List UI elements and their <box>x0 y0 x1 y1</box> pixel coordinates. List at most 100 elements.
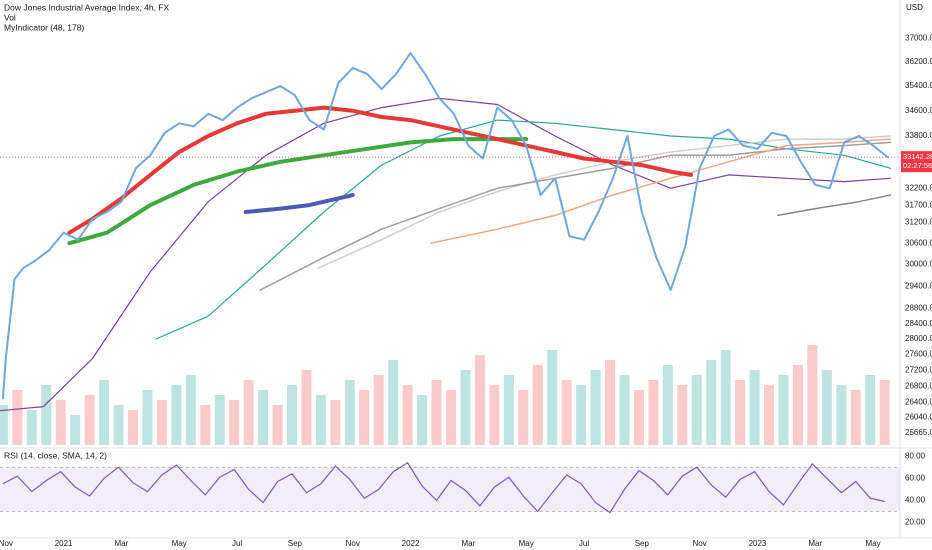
volume-bar <box>272 405 283 445</box>
volume-bar <box>243 380 254 445</box>
volume-bar <box>446 390 457 445</box>
volume-bar <box>84 395 95 445</box>
volume-bar <box>764 385 775 445</box>
price-line <box>1 52 889 400</box>
volume-bar <box>330 400 341 445</box>
x-tick-label: Mar <box>461 539 475 548</box>
last-price-box <box>901 151 932 173</box>
y-tick-label: 36200.00 <box>905 57 932 66</box>
volume-bar <box>301 370 312 445</box>
x-tick-label: 2023 <box>749 539 767 548</box>
volume-bar <box>113 405 124 445</box>
x-tick-label: May <box>866 539 881 548</box>
moving-average <box>317 135 892 269</box>
volume-bar <box>258 390 269 445</box>
volume-bar <box>70 415 81 445</box>
volume-bar <box>605 360 616 445</box>
y-tick-label: 26040.00 <box>905 412 932 421</box>
y-tick-label: 34600.00 <box>905 106 932 115</box>
y-tick-label: 31700.00 <box>905 200 932 209</box>
volume-bar <box>359 390 370 445</box>
last-price-label: 33142.28 <box>903 152 932 161</box>
y-tick-label: 33800.00 <box>905 131 932 140</box>
y-tick-label: 35400.00 <box>905 81 932 90</box>
volume-bar <box>576 385 587 445</box>
x-tick-label: 2021 <box>55 539 73 548</box>
volume-bar <box>547 350 558 445</box>
volume-bar <box>0 405 8 445</box>
x-tick-label: Mar <box>115 539 129 548</box>
x-tick-label: May <box>172 539 187 548</box>
volume-bar <box>778 375 789 445</box>
y-tick-label: 27200.00 <box>905 365 932 374</box>
x-tick-label: Sep <box>288 539 303 548</box>
moving-average <box>259 141 892 291</box>
volume-bar <box>214 395 225 445</box>
volume-bar <box>865 375 876 445</box>
rsi-tick-label: 40.00 <box>905 496 926 505</box>
volume-bar <box>417 395 428 445</box>
volume-bar <box>532 365 543 445</box>
x-tick-label: Mar <box>808 539 822 548</box>
y-tick-label: 25665.00 <box>905 428 932 437</box>
x-tick-label: Sep <box>635 539 650 548</box>
volume-bar <box>344 380 355 445</box>
rsi-tick-label: 60.00 <box>905 473 926 482</box>
volume-bar <box>171 385 182 445</box>
moving-average <box>155 119 892 340</box>
y-tick-label: 30000.00 <box>905 260 932 269</box>
rsi-band <box>0 467 900 512</box>
volume-label: Vol <box>4 12 16 22</box>
volume-bar <box>26 410 37 445</box>
moving-average <box>0 97 892 412</box>
volume-bar <box>821 370 832 445</box>
moving-average <box>776 194 892 217</box>
volume-bar <box>792 365 803 445</box>
volume-bar <box>287 385 298 445</box>
volume-bar <box>142 390 153 445</box>
volume-bar <box>633 390 644 445</box>
volume-bar <box>373 375 384 445</box>
volume-bar <box>735 380 746 445</box>
volume-bar <box>41 385 52 445</box>
volume-bar <box>691 375 702 445</box>
moving-average <box>67 105 693 235</box>
volume-bar <box>315 395 326 445</box>
volume-bar <box>12 390 23 445</box>
volume-bar <box>156 400 167 445</box>
volume-bar <box>590 370 601 445</box>
indicator-label: MyIndicator (48, 178) <box>4 22 84 32</box>
volume-bar <box>185 375 196 445</box>
x-tick-label: Jul <box>232 539 242 548</box>
volume-bar <box>648 380 659 445</box>
chart-title: Dow Jones Industrial Average Index, 4h, … <box>4 2 170 12</box>
x-tick-label: Nov <box>693 539 707 548</box>
x-tick-label: 2022 <box>402 539 420 548</box>
y-tick-label: 31200.00 <box>905 217 932 226</box>
volume-bar <box>474 355 485 445</box>
volume-bar <box>55 400 66 445</box>
volume-bar <box>518 390 529 445</box>
y-tick-label: 32200.00 <box>905 183 932 192</box>
volume-bar <box>749 370 760 445</box>
volume-bar <box>850 390 861 445</box>
volume-bar <box>720 350 731 445</box>
rsi-line <box>2 461 885 514</box>
y-tick-label: 26800.00 <box>905 381 932 390</box>
volume-bar <box>561 380 572 445</box>
volume-bar <box>402 385 413 445</box>
volume-bar <box>836 385 847 445</box>
moving-average <box>430 138 892 244</box>
volume-bar <box>619 375 630 445</box>
y-tick-label: 28400.00 <box>905 319 932 328</box>
currency: USD <box>906 3 923 12</box>
volume-bar <box>200 405 211 445</box>
x-tick-label: May <box>519 539 534 548</box>
x-tick-label: Nov <box>346 539 360 548</box>
volume-bar <box>127 410 138 445</box>
countdown: 02:27:56 <box>903 161 932 170</box>
volume-bar <box>99 380 110 445</box>
volume-bar <box>677 385 688 445</box>
